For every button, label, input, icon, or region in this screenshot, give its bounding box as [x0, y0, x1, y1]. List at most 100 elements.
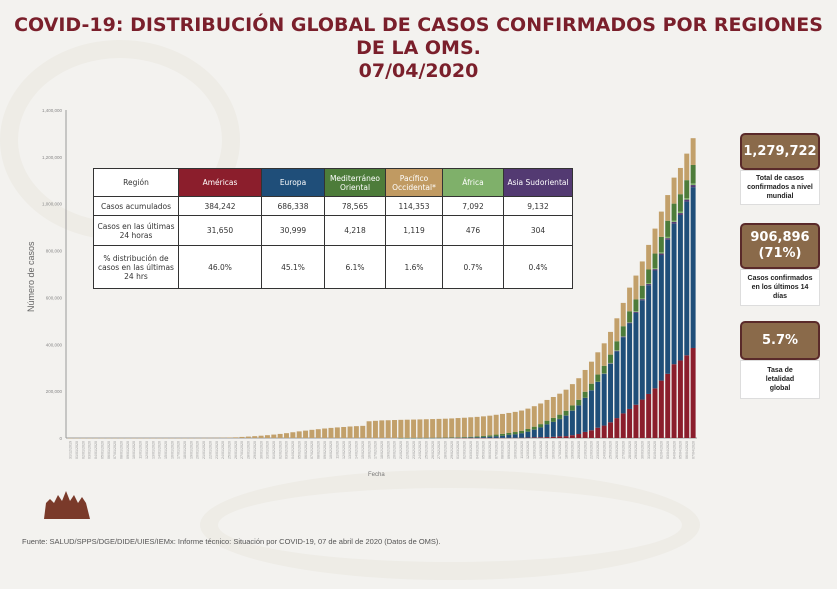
x-tick-label: 28/03/2020: [628, 441, 632, 459]
bar-segment: [646, 393, 652, 438]
x-tick-label: 14/01/2020: [158, 441, 162, 459]
x-axis-label: Fecha: [368, 472, 385, 478]
x-tick-label: 17/03/2020: [558, 441, 562, 459]
bar-segment: [595, 427, 601, 438]
bar-segment: [646, 244, 652, 270]
bar-segment: [576, 434, 582, 438]
x-tick-label: 20/03/2020: [577, 441, 581, 459]
bar-segment: [665, 236, 671, 239]
stat-value: 1,279,722: [740, 133, 820, 170]
x-tick-label: 04/03/2020: [475, 441, 479, 459]
bar-segment: [392, 420, 397, 438]
bar-segment: [525, 428, 531, 432]
x-tick-label: 05/03/2020: [482, 441, 486, 459]
bar-segment: [417, 419, 423, 438]
x-tick-label: 08/01/2020: [120, 441, 124, 459]
x-tick-label: 03/04/2020: [666, 441, 670, 459]
bar-segment: [671, 203, 677, 221]
x-tick-label: 26/03/2020: [615, 441, 619, 459]
y-axis-label: Número de casos: [26, 241, 36, 312]
bar-segment: [652, 228, 658, 254]
source-footer: Fuente: SALUD/SPPS/DGE/DIDE/UIES/IEMx: I…: [22, 537, 441, 546]
bar-segment: [557, 436, 563, 438]
x-tick-label: 06/01/2020: [107, 441, 111, 459]
x-tick-label: 15/01/2020: [164, 441, 168, 459]
bar-segment: [627, 322, 633, 324]
x-tick-label: 10/02/2020: [329, 441, 333, 459]
bar-segment: [677, 194, 683, 212]
bar-segment: [633, 311, 639, 313]
bar-segment: [677, 360, 683, 438]
bar-segment: [264, 435, 270, 438]
bar-segment: [328, 427, 334, 438]
bar-segment: [646, 285, 652, 394]
header-asia: Asia Sudoriental: [503, 168, 573, 197]
x-tick-label: 03/02/2020: [285, 441, 289, 459]
bar-segment: [366, 421, 372, 438]
bar-segment: [550, 396, 556, 418]
bar-segment: [404, 419, 410, 438]
bar-segment: [588, 390, 594, 431]
table-header-row: Región Américas Europa Mediterráneo Orie…: [93, 168, 573, 197]
cell: 0.4%: [503, 245, 573, 289]
header-europa: Europa: [261, 168, 325, 197]
bar-segment: [652, 268, 658, 270]
bar-segment: [569, 435, 575, 438]
stat-label: Total de casos confirmados a nivel mundi…: [740, 170, 820, 205]
x-tick-label: 28/01/2020: [247, 441, 251, 459]
bar-segment: [303, 430, 309, 438]
x-tick-label: 20/02/2020: [393, 441, 397, 459]
x-tick-label: 27/02/2020: [437, 441, 441, 459]
x-tick-label: 24/02/2020: [418, 441, 422, 459]
bar-segment: [652, 269, 658, 271]
x-tick-label: 10/01/2020: [132, 441, 136, 459]
bar-segment: [525, 431, 531, 438]
title-line: COVID-19: DISTRIBUCIÓN GLOBAL DE CASOS C…: [14, 14, 823, 36]
cell: 0.7%: [442, 245, 504, 289]
bar-segment: [677, 213, 683, 215]
bar-segment: [639, 298, 645, 300]
x-tick-label: 25/01/2020: [228, 441, 232, 459]
bar-segment: [493, 436, 499, 438]
cell: 304: [503, 215, 573, 246]
header-region: Región: [93, 168, 179, 197]
bar-segment: [493, 434, 499, 436]
x-tick-label: 03/01/2020: [88, 441, 92, 459]
bar-segment: [309, 429, 315, 438]
bar-segment: [576, 399, 582, 406]
x-tick-label: 08/02/2020: [316, 441, 320, 459]
x-tick-label: 24/01/2020: [221, 441, 225, 459]
x-tick-label: 05/02/2020: [297, 441, 301, 459]
bar-segment: [322, 428, 328, 438]
y-tick-label: 1,200,000: [42, 155, 63, 160]
table-row: Casos acumulados 384,242 686,338 78,565 …: [93, 196, 573, 216]
bar-segment: [582, 431, 588, 438]
cell: 1.6%: [385, 245, 443, 289]
bar-segment: [512, 434, 518, 438]
bar-segment: [550, 436, 556, 438]
bar-segment: [468, 437, 474, 438]
x-tick-label: 07/04/2020: [691, 441, 695, 459]
bar-segment: [284, 433, 289, 438]
x-tick-label: 11/02/2020: [336, 441, 340, 459]
bar-segment: [633, 404, 639, 438]
x-tick-label: 15/03/2020: [545, 441, 549, 459]
x-tick-label: 10/03/2020: [513, 441, 517, 459]
bar-segment: [557, 414, 563, 419]
bar-segment: [677, 214, 683, 361]
row-label: Casos en las últimas 24 horas: [93, 215, 179, 246]
bar-segment: [315, 429, 321, 438]
bar-segment: [411, 419, 417, 438]
bar-segment: [557, 419, 563, 437]
bar-segment: [601, 425, 607, 438]
y-tick-label: 600,000: [46, 295, 63, 300]
bar-segment: [633, 312, 639, 405]
bar-segment: [372, 420, 378, 438]
bar-segment: [290, 432, 296, 438]
bar-segment: [506, 432, 512, 435]
bar-segment: [436, 418, 442, 438]
bar-segment: [665, 239, 671, 374]
bar-segment: [658, 253, 664, 256]
x-tick-label: 05/04/2020: [679, 441, 683, 459]
bar-segment: [627, 408, 633, 438]
